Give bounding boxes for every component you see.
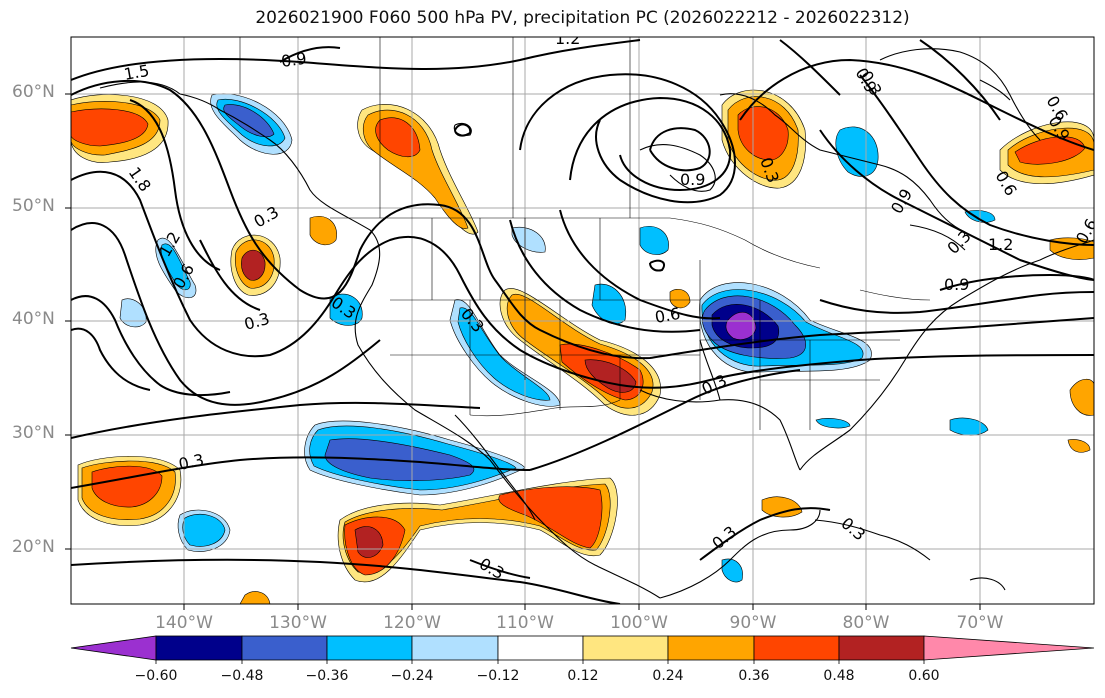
colorbar-segment — [241, 635, 328, 661]
colorbar-segment — [411, 635, 499, 661]
shade-cold — [949, 417, 989, 436]
shade-warm — [737, 106, 789, 161]
shade-cold — [721, 558, 743, 583]
precip-shading — [71, 89, 1094, 604]
colorbar-segment — [923, 635, 1095, 661]
lat-label: 30°N — [12, 423, 55, 443]
shade-cold — [182, 514, 226, 547]
lat-label: 40°N — [12, 309, 55, 329]
shade-cold — [725, 311, 757, 340]
lat-label: 60°N — [12, 82, 55, 102]
contour-label: 1.2 — [555, 29, 580, 48]
shade-warm — [1069, 378, 1094, 416]
shade-cold — [815, 418, 851, 429]
shade-cold — [639, 226, 669, 255]
lon-label: 70°W — [956, 613, 1004, 633]
shade-cold — [591, 283, 627, 325]
colorbar-tick-label: 0.24 — [652, 668, 684, 684]
graticule — [71, 37, 1094, 604]
contour-label: 1.2 — [988, 235, 1013, 254]
shade-warm — [309, 216, 337, 246]
shade-cold — [324, 438, 475, 481]
axis-ticks — [65, 93, 981, 610]
colorbar-tick-label: 0.48 — [823, 668, 855, 684]
colorbar-segment — [155, 635, 243, 661]
lon-label: 110°W — [496, 613, 554, 633]
shade-cold — [119, 298, 147, 328]
shade-warm — [91, 465, 163, 508]
lon-label: 140°W — [155, 613, 213, 633]
colorbar-segment — [326, 635, 413, 661]
shade-cold — [457, 307, 551, 401]
colorbar-tick-label: 0.12 — [567, 668, 599, 684]
shade-warm — [241, 249, 266, 281]
contour-label: 0.9 — [280, 49, 308, 71]
shade-warm — [1067, 439, 1091, 453]
lat-label: 20°N — [12, 537, 55, 557]
colorbar-segment — [497, 635, 584, 661]
lon-label: 120°W — [383, 613, 441, 633]
colorbar-tick-label: 0.60 — [908, 668, 940, 684]
contour-label: 0.9 — [944, 275, 969, 294]
shade-warm — [584, 359, 637, 393]
colorbar-tick-label: −0.60 — [134, 668, 178, 684]
shade-cold — [329, 293, 363, 326]
colorbar-segment — [582, 635, 669, 661]
shade-warm — [669, 289, 691, 309]
map-title: 2026021900 F060 500 hPa PV, precipitatio… — [255, 8, 910, 28]
colorbar-segment — [667, 635, 755, 661]
colorbar-segment — [838, 635, 925, 661]
contour-label: 0.9 — [680, 170, 705, 189]
colorbar-segment — [70, 635, 157, 661]
map-area: 1.5 1.2 0.9 1.8 0.3 1.2 0.6 0.3 0.3 0.3 … — [71, 29, 1094, 604]
colorbar-tick-label: −0.36 — [305, 668, 349, 684]
shade-warm — [354, 526, 384, 558]
shade-warm — [375, 117, 421, 158]
boundaries — [239, 37, 931, 430]
contour-label: 0.3 — [177, 450, 206, 474]
shade-cold — [223, 104, 275, 138]
pv-contours — [71, 39, 1094, 604]
colorbar-tick-label: −0.24 — [390, 668, 434, 684]
colorbar-segment — [753, 635, 840, 661]
lon-label: 80°W — [842, 613, 890, 633]
lon-label: 90°W — [729, 613, 777, 633]
lat-label: 50°N — [12, 196, 55, 216]
contour-label: 0.6 — [653, 304, 681, 327]
colorbar-tick-label: −0.12 — [476, 668, 520, 684]
colorbar-tick-label: −0.48 — [220, 668, 264, 684]
shade-warm — [71, 108, 149, 147]
lon-label: 130°W — [269, 613, 327, 633]
colorbar — [70, 635, 1095, 664]
colorbar-tick-label: 0.36 — [738, 668, 770, 684]
shade-warm — [239, 591, 271, 604]
shade-warm — [761, 496, 803, 518]
contour-label: 1.5 — [122, 61, 150, 84]
lon-label: 100°W — [610, 613, 668, 633]
shade-cold — [511, 226, 546, 253]
